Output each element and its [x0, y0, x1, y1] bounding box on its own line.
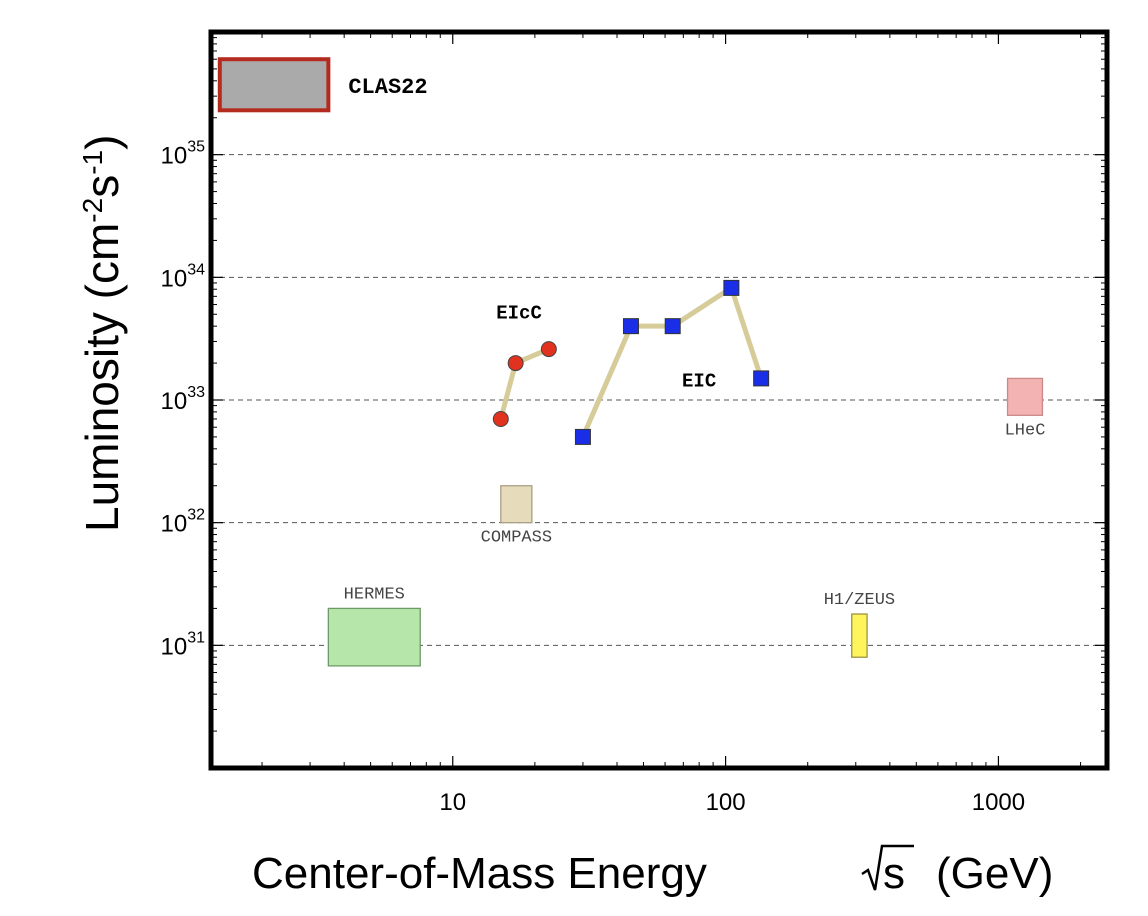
markers-layer — [492, 279, 770, 445]
y-tick-label: 1031 — [161, 629, 206, 660]
region-hermes — [327, 607, 421, 667]
point-eicc — [540, 341, 557, 358]
ticks-layer: 1031 1032 1033 1034 1035 10 100 1000 — [161, 32, 1107, 816]
region-clas22 — [217, 57, 331, 113]
series-label-eic: EIC — [682, 370, 716, 392]
series-label-eicc: EIcC — [496, 303, 542, 325]
series-line-eic — [580, 285, 764, 438]
y-tick-label: 1032 — [161, 507, 206, 538]
x-tick-label: 100 — [706, 789, 746, 816]
x-axis-title: Center-of-Mass Energy — [252, 849, 707, 898]
y-axis-title: Luminosity (cm-2s-1) — [76, 135, 128, 532]
region-lhec-label: LHeC — [1005, 421, 1046, 440]
y-tick-label: 1034 — [161, 261, 206, 292]
region-clas22-label: CLAS22 — [348, 75, 427, 100]
y-tick-label: 1033 — [161, 384, 206, 415]
region-hermes-label: HERMES — [344, 585, 405, 604]
point-eicc — [492, 411, 509, 428]
x-axis-symbol: s — [883, 849, 905, 898]
region-lhec — [1006, 377, 1044, 416]
y-tick-label: 1035 — [161, 139, 206, 170]
point-eic — [664, 318, 681, 335]
point-eic — [574, 428, 591, 445]
point-eicc — [507, 355, 524, 372]
x-tick-label: 1000 — [972, 789, 1025, 816]
region-h1-zeus — [851, 613, 868, 658]
point-eic — [723, 279, 740, 296]
x-tick-label: 10 — [439, 789, 466, 816]
regions-layer — [217, 57, 1044, 667]
region-compass-label: COMPASS — [481, 529, 552, 548]
sqrt-symbol — [861, 844, 914, 891]
point-eic — [622, 318, 639, 335]
x-axis-unit: (GeV) — [936, 849, 1053, 898]
region-compass — [500, 485, 533, 524]
region-h1-zeus-label: H1/ZEUS — [824, 591, 895, 610]
point-eic — [753, 370, 770, 387]
grid-layer — [211, 154, 1107, 646]
series-line-eicc — [498, 346, 550, 420]
labels-layer: CLAS22 LHeC COMPASS HERMES H1/ZEUS EIcC EIC — [344, 75, 1046, 610]
